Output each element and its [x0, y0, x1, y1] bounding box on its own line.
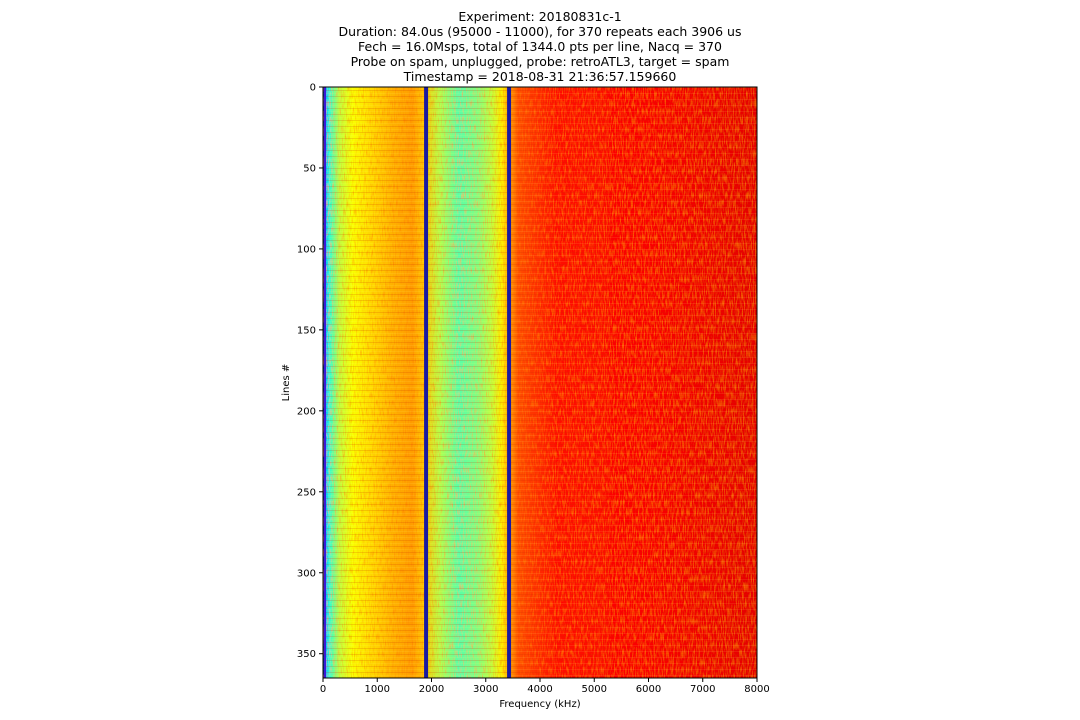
x-axis-label: Frequency (kHz)	[499, 699, 580, 710]
y-axis-label: Lines #	[281, 364, 292, 402]
y-tick-label: 100	[297, 244, 316, 255]
x-tick-label: 3000	[473, 684, 498, 695]
x-tick-label: 8000	[744, 684, 769, 695]
y-tick-label: 200	[297, 406, 316, 417]
x-tick-label: 2000	[419, 684, 444, 695]
x-tick-label: 5000	[582, 684, 607, 695]
title-line-timestamp: Timestamp = 2018-08-31 21:36:57.159660	[403, 69, 677, 84]
title-line-duration: Duration: 84.0us (95000 - 11000), for 37…	[338, 24, 742, 39]
y-tick-label: 0	[310, 83, 316, 94]
y-tick-label: 350	[297, 649, 316, 660]
x-tick-label: 6000	[636, 684, 661, 695]
x-tick-label: 0	[320, 684, 326, 695]
y-tick-label: 250	[297, 487, 316, 498]
y-tick-label: 150	[297, 325, 316, 336]
x-axis: 0 1000 2000 3000 4000 5000 6000 7000 8000	[320, 678, 770, 695]
x-tick-label: 7000	[690, 684, 715, 695]
y-axis: 0 50 100 150 200 250 300 350	[297, 83, 323, 660]
x-tick-label: 4000	[527, 684, 552, 695]
chart-title: Experiment: 20180831c-1 Duration: 84.0us…	[0, 9, 1080, 84]
title-line-experiment: Experiment: 20180831c-1	[458, 9, 622, 24]
marker-lines	[324, 87, 512, 678]
plot-area	[322, 86, 758, 679]
x-tick-label: 1000	[365, 684, 390, 695]
title-line-probe: Probe on spam, unplugged, probe: retroAT…	[350, 54, 730, 69]
title-line-sampling: Fech = 16.0Msps, total of 1344.0 pts per…	[358, 39, 722, 54]
heatmap-row-texture	[323, 87, 757, 678]
y-tick-label: 50	[303, 163, 316, 174]
y-tick-label: 300	[297, 568, 316, 579]
